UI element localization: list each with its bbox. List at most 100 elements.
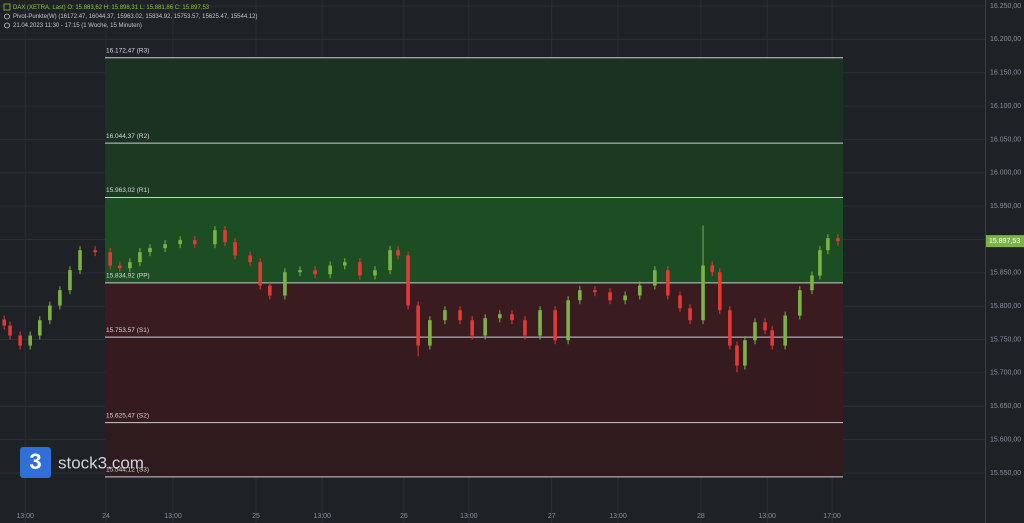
x-tick-label: 13:00	[164, 513, 182, 520]
candle-body	[498, 314, 502, 319]
candle-body	[770, 330, 774, 346]
pivot-label: 15.544,12 (S3)	[106, 467, 149, 474]
candle-body	[38, 320, 42, 336]
y-tick-label: 16.000,00	[990, 170, 1021, 177]
pivot-label: 15.753,57 (S1)	[106, 327, 149, 334]
axes: 15.550,00 15.600,00 15.650,00 15.700,00 15.7…	[16, 0, 1024, 523]
x-tick-label: 28	[697, 513, 705, 520]
candle-body	[148, 248, 152, 253]
candle-body	[343, 262, 347, 266]
candle-body	[163, 244, 167, 249]
candle-body	[283, 272, 287, 296]
y-tick-label: 15.700,00	[990, 370, 1021, 377]
candle-body	[678, 295, 682, 309]
candle-body	[818, 250, 822, 276]
y-tick-label: 16.150,00	[990, 70, 1021, 77]
candle-body	[701, 265, 705, 321]
candle-body	[710, 265, 715, 273]
candle-body	[735, 345, 739, 366]
candle-body	[248, 255, 252, 263]
y-tick-label: 15.550,00	[990, 470, 1021, 477]
candle-body	[458, 310, 462, 321]
candle-body	[523, 320, 527, 336]
indicator-icon	[4, 13, 10, 20]
candle-body	[763, 322, 767, 331]
clock-icon	[4, 22, 10, 29]
header: DAX (XETRA, Last) O: 15.883,62 H: 15.898…	[3, 3, 258, 29]
candle-body	[128, 262, 132, 269]
candle-body	[836, 238, 840, 242]
x-tick-label: 26	[400, 513, 408, 520]
x-tick-label: 13:00	[460, 513, 478, 520]
candle-body	[443, 310, 447, 321]
x-tick-label: 13:00	[313, 513, 331, 520]
x-tick-label: 13:00	[16, 513, 34, 520]
pivot-zone	[105, 337, 843, 423]
candle-body	[28, 335, 32, 346]
symbol-icon	[3, 3, 11, 11]
candle-body	[233, 242, 237, 256]
x-tick-label: 24	[102, 513, 110, 520]
y-tick-label: 15.750,00	[990, 336, 1021, 343]
candle-body	[48, 305, 52, 321]
candle-body	[810, 275, 814, 291]
candle-body	[728, 310, 732, 346]
pivot-zone	[105, 57, 843, 144]
candle-body	[510, 314, 514, 321]
pivot-zone	[105, 143, 843, 198]
candle-body	[688, 308, 692, 321]
candle-body	[93, 250, 97, 253]
y-tick-label: 16.250,00	[990, 3, 1021, 10]
candle-body	[608, 292, 612, 301]
logo-box	[20, 447, 51, 478]
pivot-label: 15.625,47 (S2)	[106, 412, 149, 419]
x-tick-label: 17:00	[823, 513, 841, 520]
candle-body	[328, 265, 332, 275]
y-tick-label: 15.850,00	[990, 270, 1021, 277]
candle-body	[193, 240, 197, 245]
candle-body	[178, 240, 182, 245]
candle-body	[553, 310, 557, 341]
y-tick-label: 16.100,00	[990, 103, 1021, 110]
candle-body	[483, 318, 487, 336]
candle-body	[743, 340, 747, 366]
pivot-zone	[105, 282, 843, 338]
y-tick-label: 16.050,00	[990, 136, 1021, 143]
candle-body	[108, 252, 112, 266]
candle-body	[78, 250, 82, 271]
candle-body	[2, 319, 6, 326]
watermark-text: stock3.com	[58, 453, 144, 472]
candle-body	[213, 230, 217, 245]
logo-text: 3	[29, 449, 41, 474]
candle-body	[428, 320, 432, 346]
watermark: 3 stock3.com	[20, 447, 144, 478]
x-tick-label: 25	[252, 513, 260, 520]
candle-body	[637, 285, 642, 296]
candle-body	[566, 300, 570, 341]
candle-body	[358, 262, 362, 276]
x-tick-label: 27	[548, 513, 556, 520]
candles	[2, 225, 840, 373]
candle-body	[8, 325, 12, 336]
candle-body	[138, 252, 142, 263]
last-price-box	[986, 235, 1024, 248]
pivot-label: 15.963,02 (R1)	[106, 187, 149, 194]
candle-body	[623, 295, 627, 301]
candle-body	[798, 290, 802, 316]
candle-body	[717, 272, 722, 311]
symbol-line: DAX (XETRA, Last) O: 15.883,62 H: 15.898…	[13, 5, 210, 11]
candle-body	[578, 290, 582, 301]
candle-body	[666, 270, 670, 296]
candle-body	[783, 315, 787, 346]
pivot-zone	[105, 422, 843, 477]
y-tick-label: 15.600,00	[990, 436, 1021, 443]
candle-body	[68, 270, 72, 291]
candle-body	[373, 270, 377, 276]
pivot-label: 16.172,47 (R3)	[106, 47, 149, 54]
candle-body	[313, 270, 317, 275]
candle-body	[753, 322, 757, 341]
candle-body	[406, 255, 410, 306]
x-tick-label: 13:00	[758, 513, 776, 520]
x-tick-label: 13:00	[609, 513, 627, 520]
